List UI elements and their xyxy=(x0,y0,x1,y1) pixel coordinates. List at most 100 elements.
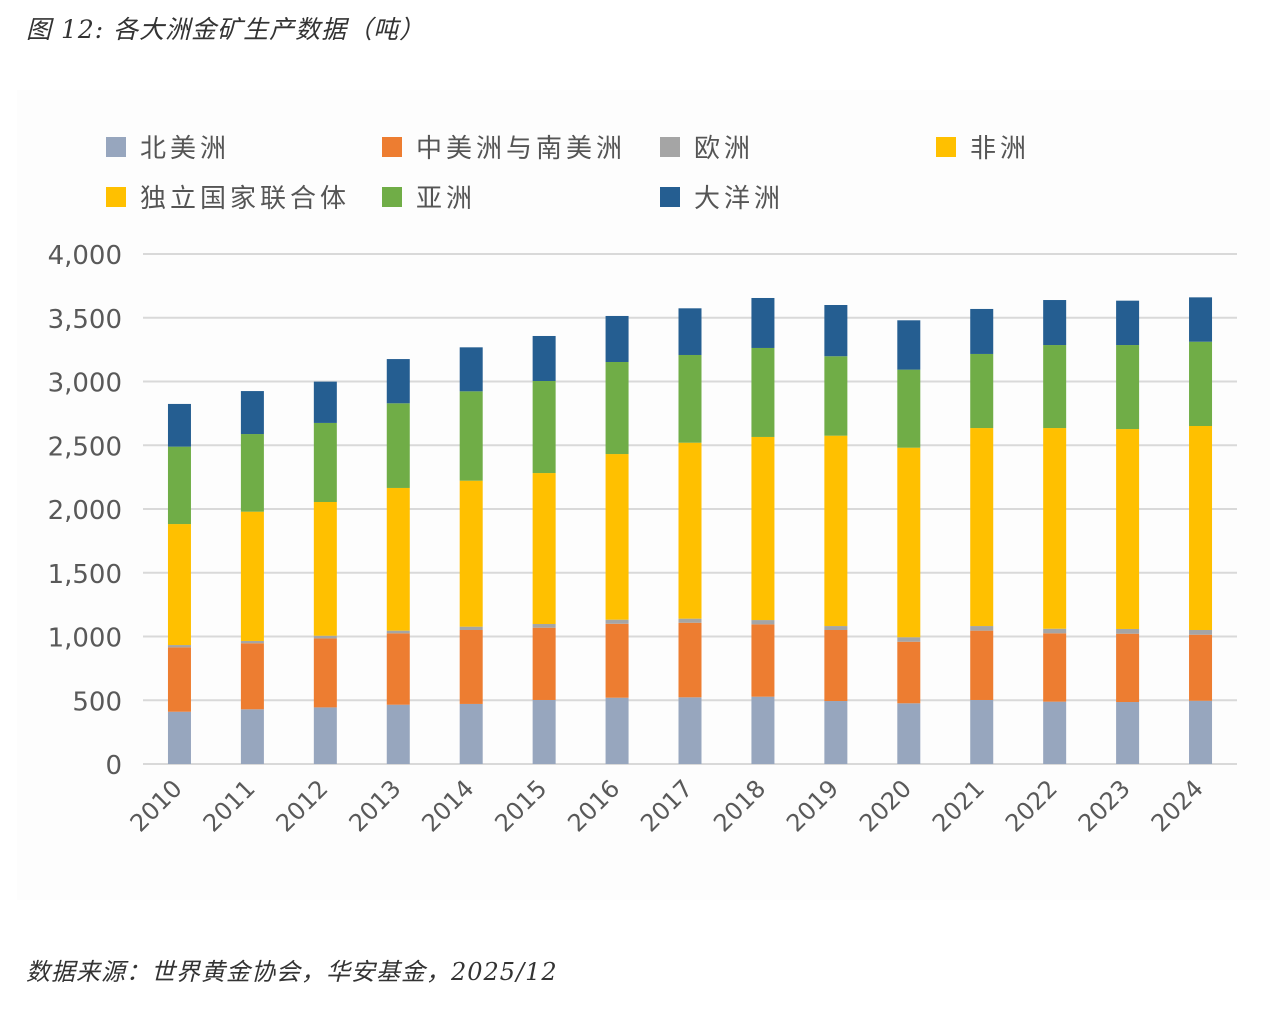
bar-segment xyxy=(897,447,921,638)
legend-label: 欧洲 xyxy=(694,134,755,164)
x-tick-label: 2018 xyxy=(708,774,771,837)
bar-segment xyxy=(240,640,264,644)
legend-item-north-america: 北美洲 xyxy=(106,128,230,165)
bar-segment xyxy=(970,353,994,429)
bar-stack-2015 xyxy=(532,335,556,764)
bar-segment xyxy=(167,446,191,525)
bar-segment xyxy=(605,619,629,624)
bar-segment xyxy=(824,701,848,764)
legend-label: 非洲 xyxy=(970,134,1031,164)
y-tick-label: 4,000 xyxy=(48,241,122,271)
legend-swatch xyxy=(936,136,956,157)
legend-label: 独立国家联合体 xyxy=(140,184,351,214)
legend-item-africa: 非洲 xyxy=(936,128,1030,165)
y-tick-label: 3,000 xyxy=(48,369,122,399)
bar-segment xyxy=(678,354,702,443)
bar-segment xyxy=(459,629,483,704)
x-tick-label: 2015 xyxy=(489,774,552,837)
bar-segment xyxy=(1189,297,1213,342)
bar-segment xyxy=(459,480,483,627)
bar-segment xyxy=(751,436,775,621)
bar-segment xyxy=(751,297,775,348)
bar-segment xyxy=(1043,345,1067,429)
bar-segment xyxy=(897,320,921,370)
y-axis-ticks: 0 500 1,000 1,500 2,000 2,500 3,000 3,500 4,000 xyxy=(48,241,122,781)
legend-swatch xyxy=(382,186,402,207)
x-tick-label: 2020 xyxy=(854,774,917,837)
bar-stack-2017 xyxy=(678,308,702,764)
bar-segment xyxy=(386,633,410,705)
bar-segment xyxy=(386,704,410,764)
x-tick-label: 2024 xyxy=(1146,774,1209,837)
x-tick-label: 2011 xyxy=(198,774,261,837)
bar-segment xyxy=(1189,629,1213,635)
bar-segment xyxy=(605,623,629,698)
bar-segment xyxy=(824,305,848,357)
bar-segment xyxy=(532,627,556,700)
bar-segment xyxy=(751,624,775,697)
y-tick-label: 3,500 xyxy=(48,305,122,335)
bar-segment xyxy=(1116,345,1140,430)
bar-segment xyxy=(970,699,994,764)
bar-stack-2011 xyxy=(240,391,264,764)
bar-segment xyxy=(532,380,556,474)
bar-segment xyxy=(167,524,191,646)
bar-segment xyxy=(1043,628,1067,634)
bar-segment xyxy=(970,428,994,627)
legend-label: 大洋洲 xyxy=(694,184,785,214)
bar-stack-2020 xyxy=(897,320,921,764)
bar-segment xyxy=(313,707,337,764)
bar-segment xyxy=(897,641,921,704)
bar-segment xyxy=(897,637,921,642)
bar-segment xyxy=(532,699,556,764)
legend-swatch xyxy=(660,136,680,157)
x-tick-label: 2016 xyxy=(562,774,625,837)
bar-segment xyxy=(751,620,775,625)
bar-stack-2010 xyxy=(167,403,191,764)
bar-segment xyxy=(751,696,775,764)
bar-segment xyxy=(605,454,629,620)
bar-segment xyxy=(1116,429,1140,629)
legend-item-oceania: 大洋洲 xyxy=(660,178,784,215)
legend-swatch xyxy=(382,136,402,157)
bar-segment xyxy=(678,622,702,698)
bar-segment xyxy=(240,643,264,710)
bar-segment xyxy=(970,626,994,631)
bar-segment xyxy=(1116,628,1140,634)
bar-segment xyxy=(386,630,410,634)
bar-segment xyxy=(678,308,702,355)
figure-title: 图 12: 各大洲金矿生产数据（吨） xyxy=(26,15,426,44)
bar-segment xyxy=(167,711,191,764)
bar-segment xyxy=(459,391,483,481)
bar-segment xyxy=(532,473,556,625)
bar-segment xyxy=(1189,341,1213,426)
legend-item-asia: 亚洲 xyxy=(382,178,476,215)
source-note: 数据来源：世界黄金协会，华安基金，2025/12 xyxy=(26,958,558,986)
bar-stack-2013 xyxy=(386,359,410,764)
bar-segment xyxy=(532,335,556,381)
bar-segment xyxy=(1043,633,1067,702)
y-tick-label: 2,500 xyxy=(48,432,122,462)
bar-segment xyxy=(1189,634,1213,701)
bar-segment xyxy=(678,442,702,619)
bar-segment xyxy=(1043,701,1067,764)
bar-stack-2023 xyxy=(1116,300,1140,764)
bar-segment xyxy=(240,391,264,435)
bar-segment xyxy=(459,347,483,392)
x-tick-label: 2023 xyxy=(1073,774,1136,837)
bar-segment xyxy=(678,618,702,623)
bar-segment xyxy=(605,361,629,455)
bar-segment xyxy=(1189,425,1213,630)
chart-legend: 北美洲 中美洲与南美洲 欧洲 非洲 独立国家联合体 亚洲 大洋洲 xyxy=(0,0,1270,230)
bar-segment xyxy=(167,403,191,447)
bar-segment xyxy=(386,487,410,631)
x-tick-label: 2021 xyxy=(927,774,990,837)
x-tick-label: 2012 xyxy=(271,774,334,837)
bar-segment xyxy=(605,697,629,764)
bar-segment xyxy=(751,347,775,437)
bar-segment xyxy=(1043,300,1067,346)
bar-segment xyxy=(386,359,410,404)
bar-segment xyxy=(1116,702,1140,764)
bar-segment xyxy=(532,624,556,628)
bar-stack-2018 xyxy=(751,297,775,764)
